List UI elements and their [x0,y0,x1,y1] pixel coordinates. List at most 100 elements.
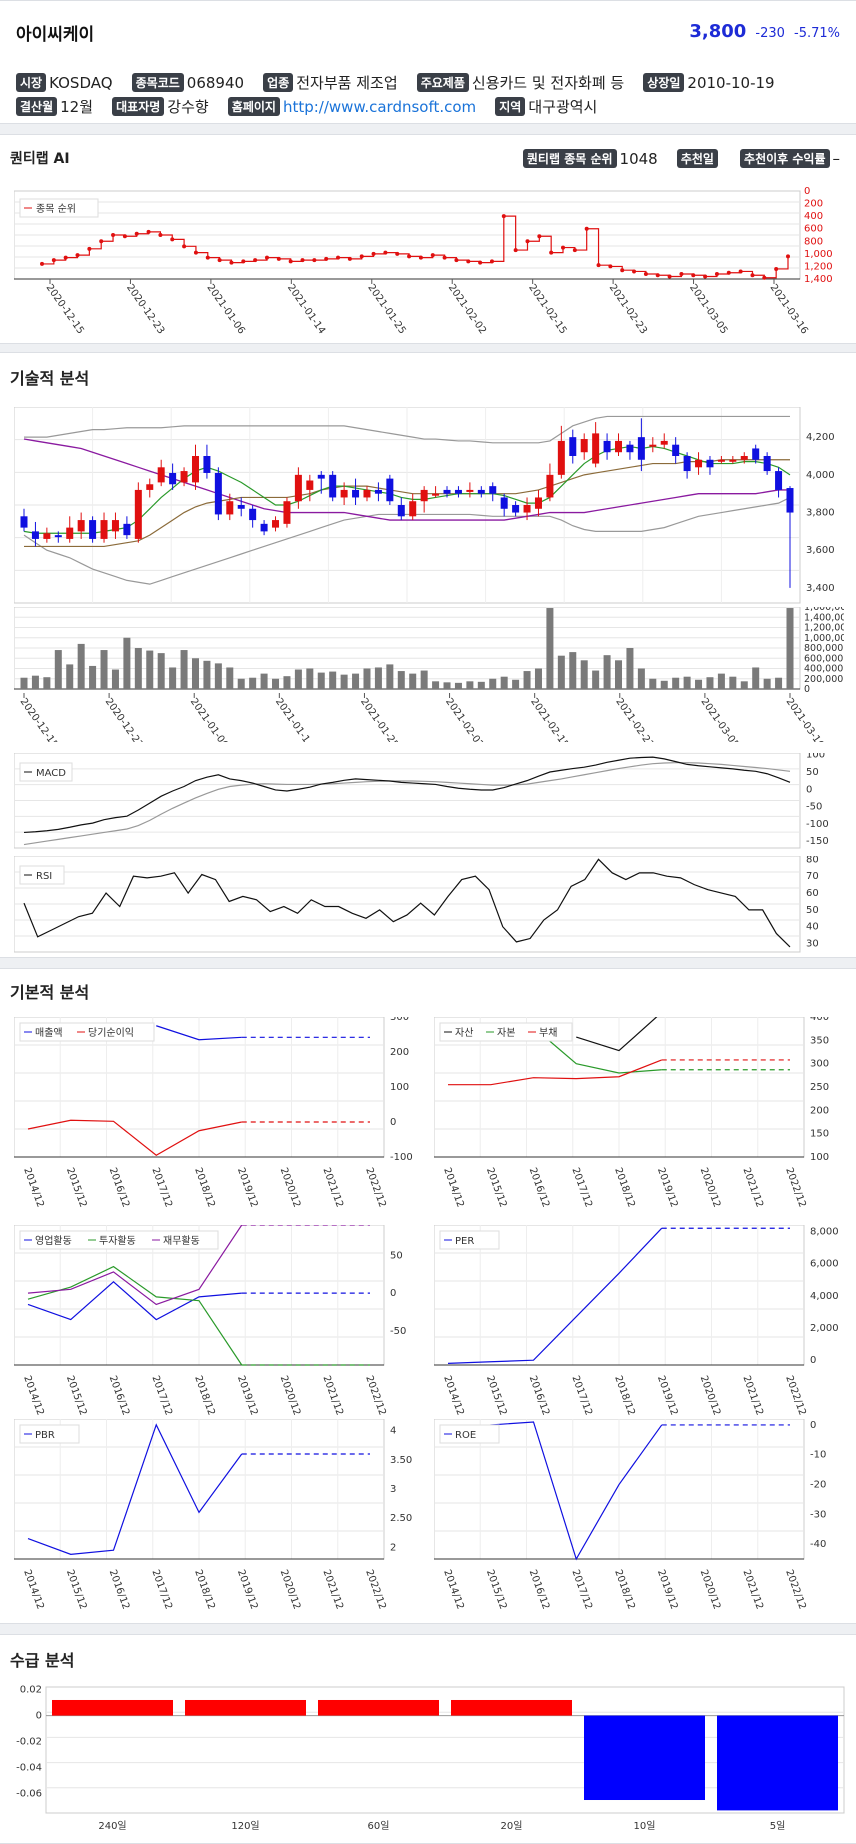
volume-bar [420,670,428,689]
ceo-badge: 대표자명 [112,97,165,116]
x-tick-label: 2014/12 [441,1166,466,1209]
candle-body [660,440,668,445]
candle-body [66,527,74,539]
candle-body [557,440,565,475]
y-tick-label: 4,200 [806,432,835,443]
y-tick-label: -10 [810,1450,826,1461]
volume-bar [775,677,783,689]
candle-body [317,474,325,479]
series-2-line [27,1225,243,1306]
candle-body [374,489,382,494]
x-tick-label: 2021-02-23 [607,282,649,336]
legend-box [439,1022,573,1042]
x-tick-label: 2020/12 [278,1568,303,1611]
x-tick-label: 2022/12 [783,1568,808,1611]
x-tick-label: 2017/12 [569,1374,594,1417]
y-tick-label: 0 [390,1117,396,1128]
region-badge: 지역 [495,97,526,116]
return-badge: 추천이후 수익률 [740,149,830,168]
candle-body [443,489,451,494]
ma-long-line [23,438,790,521]
legend-label: 부채 [539,1027,557,1039]
y-tick-label: 4 [390,1426,396,1437]
fund-card: 기본적 분석 300 200 100 0 -100 2014/12 2015/12 2016/… [0,968,856,1624]
x-tick-label: 2021-01-14 [273,696,315,742]
y-tick-label: -0.04 [16,1763,42,1774]
candle-body [603,440,611,453]
candle-body [180,471,188,483]
volume-bar [180,650,188,689]
rank-point [679,271,684,276]
series-2-line [448,1059,662,1086]
legend-label: 영업활동 [35,1234,72,1247]
rank-point [395,251,400,256]
candle-body [100,520,108,539]
rank-point [182,244,187,249]
x-tick-label: 2019/12 [655,1568,680,1611]
current-price: 3,800 [689,21,747,42]
x-tick-label: 2021-02-15 [528,696,570,742]
volume-bar [31,675,39,689]
y-tick-label: 2.50 [390,1513,412,1524]
bollinger-upper-line [24,415,790,444]
series-0-line [27,1423,243,1555]
y-tick-label: -30 [810,1509,826,1520]
volume-bar [272,678,280,689]
supply-card: 수급 분석 240일 120일 60일 20일 10일 5일 0.02 0 -0.02 -0.04… [0,1634,856,1844]
rank-point [489,259,494,264]
y-tick-label: -40 [810,1539,826,1550]
volume-bar [740,681,748,689]
x-tick-label: 2020/12 [698,1166,723,1209]
listing-badge: 상장일 [643,73,685,92]
y-tick-label: -100 [390,1152,413,1163]
volume-bar [169,667,177,689]
y-tick-label: -0.06 [16,1789,42,1800]
y-tick-label: 1,000 [804,249,833,260]
rank-point [667,274,672,279]
rank-point [359,254,364,259]
x-tick-label: 2019/12 [235,1374,260,1417]
x-tick-label: 2022/12 [783,1166,808,1209]
homepage-badge: 홈페이지 [227,97,280,116]
y-tick-label: 600 [804,224,823,235]
x-tick-label: 2020-12-23 [124,282,166,336]
y-tick-label: 70 [806,871,819,882]
rank-point [276,256,281,261]
volume-bar [157,653,165,689]
y-tick-label: 50 [806,767,819,778]
legend-box [19,198,99,218]
candle-body [352,489,360,498]
legend-box [19,865,65,885]
candle-body [420,489,428,502]
y-tick-label: 150 [810,1129,829,1140]
legend-label: 재무활동 [163,1234,200,1247]
tech-card: 기술적 분석 3,400 3,600 3,800 4,000 4,200 0 200,00… [0,352,856,958]
volume-bar [66,664,74,689]
rank-point [774,266,779,271]
volume-bar [489,678,497,689]
y-tick-label: 200 [804,199,823,210]
price-chart: 3,400 3,600 3,800 4,000 4,200 [14,407,835,604]
ceo-value: 강수향 [167,98,209,116]
volume-bar [580,660,588,689]
x-tick-label: 2021/12 [320,1568,345,1611]
rank-point [632,269,637,274]
y-tick-label: 0.02 [20,1685,42,1696]
rank-point [288,259,293,264]
candle-body [226,501,234,515]
x-tick-label: 2020/12 [698,1568,723,1611]
x-tick-label: 2015/12 [64,1374,89,1417]
rank-point [300,258,305,263]
series-0-line [27,1280,242,1321]
volume-bar [649,678,657,689]
ma-short-line [23,445,791,534]
volume-bar [466,681,474,689]
legend-label: 투자활동 [99,1234,136,1247]
supply-title: 수급 분석 [10,1651,75,1670]
x-tick-label: 60일 [368,1820,390,1832]
y-tick-label: 800 [804,236,823,247]
rank-point [407,254,412,259]
y-tick-label: 600,000 [804,653,843,664]
y-tick-label: 0 [36,1711,42,1722]
homepage-link[interactable]: http://www.cardnsoft.com [282,97,477,116]
